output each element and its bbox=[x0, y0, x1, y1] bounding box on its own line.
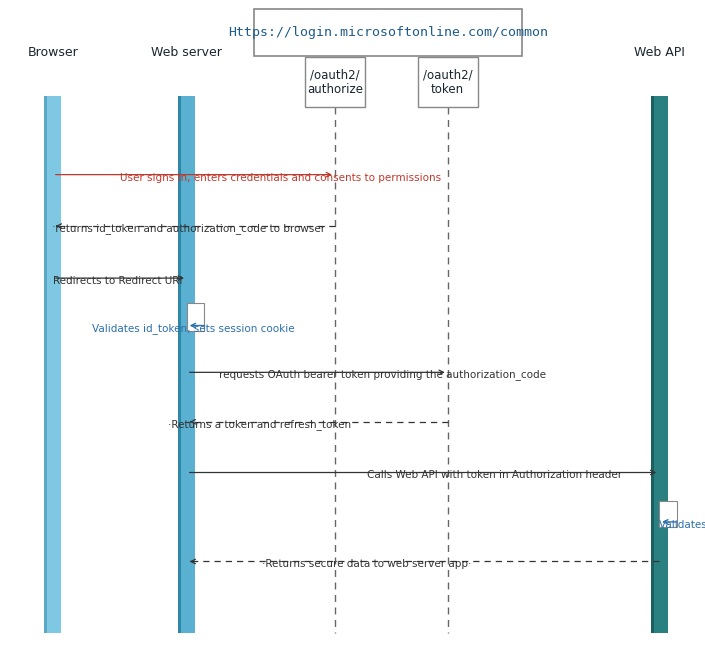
FancyBboxPatch shape bbox=[651, 96, 668, 633]
FancyBboxPatch shape bbox=[187, 303, 204, 331]
Text: Https://login.microsoftonline.com/common: Https://login.microsoftonline.com/common bbox=[228, 26, 548, 39]
FancyBboxPatch shape bbox=[418, 57, 478, 107]
Text: requests OAuth bearer token providing the authorization_code: requests OAuth bearer token providing th… bbox=[219, 369, 546, 380]
FancyBboxPatch shape bbox=[305, 57, 365, 107]
FancyBboxPatch shape bbox=[178, 96, 195, 633]
FancyBboxPatch shape bbox=[44, 96, 47, 633]
Text: Web server: Web server bbox=[152, 46, 222, 59]
Text: ·Returns secure data to web server app·: ·Returns secure data to web server app· bbox=[262, 559, 471, 569]
FancyBboxPatch shape bbox=[178, 96, 181, 633]
Text: /oauth2/
token: /oauth2/ token bbox=[423, 68, 472, 96]
Text: User signs in, enters credentials and consents to permissions: User signs in, enters credentials and co… bbox=[120, 173, 441, 183]
Text: Validates id_token, sets session cookie: Validates id_token, sets session cookie bbox=[92, 323, 294, 334]
FancyBboxPatch shape bbox=[651, 96, 654, 633]
Text: returns id_token and authorization_code to browser: returns id_token and authorization_code … bbox=[52, 223, 329, 234]
FancyBboxPatch shape bbox=[254, 9, 522, 56]
Text: Validates token: Validates token bbox=[659, 520, 705, 530]
FancyBboxPatch shape bbox=[44, 96, 61, 633]
Text: ·Returns a token and refresh_token: ·Returns a token and refresh_token bbox=[168, 418, 354, 430]
FancyBboxPatch shape bbox=[659, 501, 677, 527]
Text: Redirects to Redirect URI: Redirects to Redirect URI bbox=[53, 276, 183, 286]
Text: Calls Web API with token in Authorization header: Calls Web API with token in Authorizatio… bbox=[367, 471, 622, 480]
Text: Browser: Browser bbox=[27, 46, 78, 59]
Text: /oauth2/
authorize: /oauth2/ authorize bbox=[307, 68, 363, 96]
Text: Web API: Web API bbox=[634, 46, 685, 59]
